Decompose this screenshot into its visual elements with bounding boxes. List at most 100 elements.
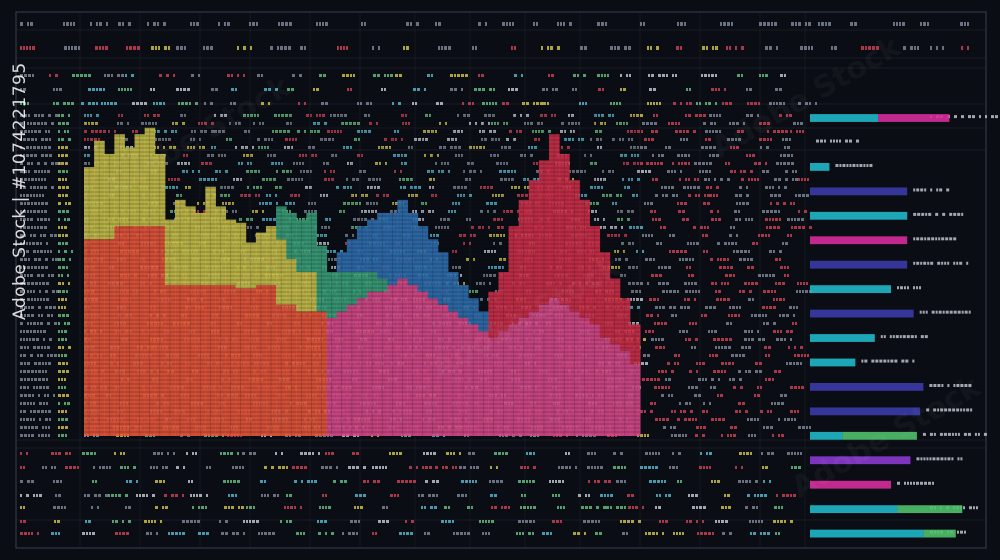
label-glyph (597, 218, 599, 221)
label-glyph (735, 242, 737, 245)
label-glyph (294, 480, 297, 483)
label-glyph (281, 162, 283, 165)
label-glyph (289, 520, 292, 523)
label-glyph (703, 506, 706, 509)
label-glyph (769, 306, 772, 309)
label-glyph (568, 114, 570, 117)
label-glyph (800, 452, 802, 455)
label-glyph (942, 46, 944, 50)
label-glyph (520, 154, 523, 157)
label-glyph (486, 274, 488, 277)
label-glyph (650, 210, 653, 213)
label-glyph (275, 452, 277, 455)
label-glyph (409, 466, 412, 469)
label-glyph (424, 506, 426, 509)
label-glyph (23, 242, 25, 245)
label-glyph (767, 410, 769, 413)
label-glyph (249, 520, 251, 523)
label-glyph (384, 74, 386, 77)
label-glyph (507, 170, 510, 173)
label-glyph (402, 122, 404, 125)
label-glyph (698, 194, 700, 197)
label-glyph (731, 354, 734, 357)
label-glyph (359, 202, 361, 205)
label-glyph (436, 102, 439, 105)
label-glyph (767, 452, 770, 455)
label-glyph (658, 452, 660, 455)
label-glyph (484, 114, 487, 117)
label-glyph (27, 226, 30, 229)
label-glyph (214, 114, 216, 117)
label-glyph (249, 506, 252, 509)
label-glyph (426, 452, 429, 455)
label-glyph (416, 466, 418, 469)
label-glyph (156, 102, 158, 105)
label-glyph (118, 114, 120, 117)
label-glyph (459, 466, 462, 469)
label-glyph (107, 74, 110, 77)
label-glyph (619, 122, 622, 125)
label-glyph (696, 426, 699, 429)
label-glyph (183, 88, 186, 91)
label-glyph (697, 186, 700, 189)
label-glyph (668, 494, 671, 497)
label-glyph (604, 480, 607, 483)
label-glyph (238, 122, 241, 125)
label-glyph (20, 520, 22, 523)
label-glyph (319, 506, 321, 509)
label-glyph (792, 170, 794, 173)
label-glyph (758, 102, 760, 105)
label-glyph (24, 394, 27, 397)
label-glyph (164, 130, 167, 133)
label-glyph (158, 138, 161, 141)
label-glyph (490, 494, 493, 497)
label-glyph (758, 338, 761, 341)
label-glyph (655, 194, 658, 197)
label-glyph (647, 354, 650, 357)
label-glyph (321, 226, 323, 229)
label-glyph (731, 22, 733, 26)
label-glyph (157, 146, 159, 149)
label-glyph (329, 218, 331, 221)
label-glyph (652, 330, 654, 333)
label-glyph (125, 494, 128, 497)
label-glyph (750, 452, 752, 455)
label-glyph (42, 370, 44, 373)
label-glyph (355, 194, 357, 197)
label-glyph (479, 130, 481, 133)
label-glyph (633, 162, 636, 165)
label-glyph (128, 506, 131, 509)
label-glyph (496, 480, 499, 483)
label-glyph (386, 520, 389, 523)
label-glyph (694, 282, 697, 285)
label-glyph (452, 266, 454, 269)
outer-frame (15, 11, 987, 549)
label-glyph (705, 102, 707, 105)
label-glyph (418, 138, 421, 141)
label-glyph (910, 46, 913, 50)
label-glyph (614, 46, 616, 50)
label-glyph (717, 370, 720, 373)
label-glyph (702, 520, 704, 523)
label-glyph (35, 370, 37, 373)
label-glyph (27, 210, 29, 213)
label-glyph (191, 480, 193, 483)
label-glyph (26, 330, 29, 333)
label-glyph (20, 452, 22, 455)
label-glyph (304, 102, 306, 105)
label-glyph (82, 452, 85, 455)
label-glyph (87, 494, 90, 497)
label-glyph (125, 138, 128, 141)
label-glyph (332, 138, 334, 141)
label-glyph (186, 170, 188, 173)
label-glyph (467, 506, 470, 509)
label-glyph (192, 452, 194, 455)
label-glyph (163, 146, 165, 149)
label-glyph (335, 154, 337, 157)
label-glyph (244, 194, 247, 197)
label-glyph (31, 202, 33, 205)
label-glyph (494, 202, 497, 205)
label-glyph (535, 130, 537, 133)
label-glyph (345, 242, 347, 245)
